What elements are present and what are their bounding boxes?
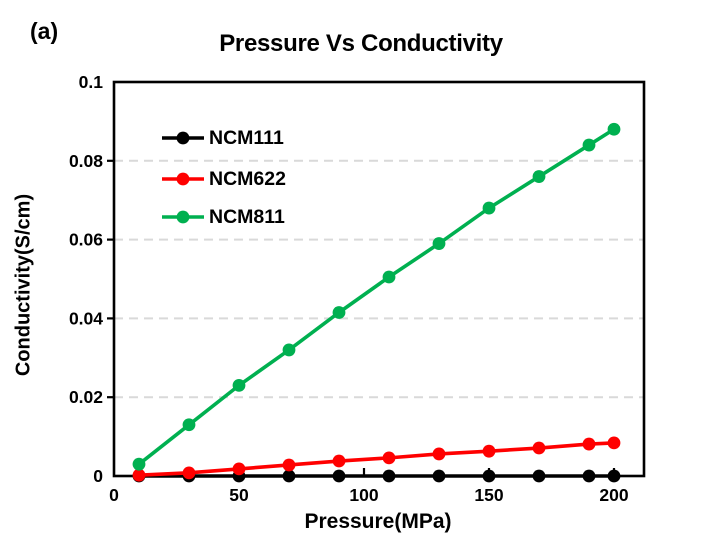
series-marker-icon (162, 210, 204, 224)
data-point-ncm111 (332, 469, 346, 483)
data-point-ncm622 (132, 468, 146, 482)
data-point-ncm622 (582, 437, 596, 451)
chart-title: Pressure Vs Conductivity (219, 30, 503, 57)
series-marker-icon (162, 172, 204, 186)
y-tick-label: 0.02 (69, 387, 103, 407)
data-point-ncm111 (532, 469, 546, 483)
data-point-ncm111 (582, 469, 596, 483)
data-point-ncm811 (382, 270, 396, 284)
y-tick-label: 0 (93, 466, 103, 486)
data-point-ncm111 (432, 469, 446, 483)
x-tick-label: 50 (229, 485, 249, 505)
data-point-ncm622 (482, 444, 496, 458)
data-point-ncm811 (182, 418, 196, 432)
data-point-ncm622 (607, 436, 621, 450)
data-point-ncm811 (132, 457, 146, 471)
legend-label: NCM111 (209, 126, 284, 149)
legend-label: NCM811 (209, 205, 285, 228)
legend-label: NCM622 (209, 167, 286, 190)
y-tick-label: 0.08 (69, 151, 103, 171)
data-point-ncm111 (382, 469, 396, 483)
x-axis-label: Pressure(MPa) (304, 510, 452, 533)
data-point-ncm811 (232, 378, 246, 392)
legend-item-ncm622: NCM622 (161, 166, 286, 192)
data-point-ncm622 (332, 454, 346, 468)
x-tick-label: 0 (109, 485, 119, 505)
data-point-ncm111 (482, 469, 496, 483)
y-tick-label: 0.1 (79, 72, 104, 92)
data-point-ncm622 (532, 441, 546, 455)
data-point-ncm111 (282, 469, 296, 483)
panel-label: (a) (30, 18, 59, 44)
x-tick-label: 150 (474, 485, 503, 505)
series-marker-icon (162, 131, 204, 145)
data-point-ncm811 (607, 122, 621, 136)
data-point-ncm811 (332, 306, 346, 319)
x-tick-label: 200 (599, 485, 628, 505)
data-point-ncm622 (432, 447, 446, 461)
data-point-ncm622 (182, 466, 196, 480)
y-tick-label: 0.04 (69, 308, 103, 328)
y-tick-label: 0.06 (69, 230, 103, 250)
data-point-ncm622 (382, 451, 396, 465)
data-point-ncm111 (607, 469, 621, 483)
data-point-ncm811 (582, 138, 596, 152)
legend-item-ncm111: NCM111 (161, 125, 284, 151)
data-point-ncm811 (482, 201, 496, 215)
data-point-ncm811 (432, 237, 446, 250)
data-point-ncm811 (282, 343, 296, 357)
y-axis-label: Conductivity(S/cm) (12, 193, 35, 377)
data-point-ncm622 (282, 458, 296, 472)
data-point-ncm622 (232, 462, 246, 476)
x-tick-label: 100 (349, 485, 378, 505)
legend-item-ncm811: NCM811 (161, 204, 285, 230)
data-point-ncm811 (532, 170, 546, 183)
